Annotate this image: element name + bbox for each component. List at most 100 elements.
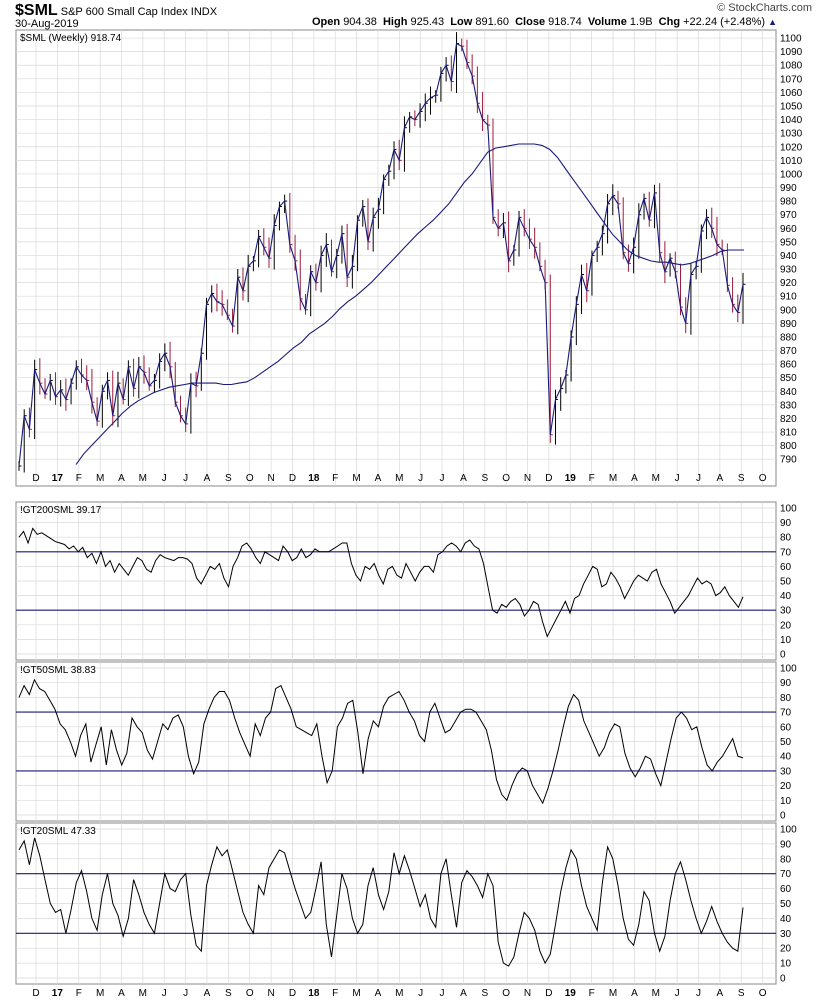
x-tick-label: J: [183, 473, 188, 484]
x-tick-label: F: [332, 988, 338, 999]
y-tick-label: 0: [780, 974, 786, 985]
y-tick-label: 850: [780, 373, 797, 384]
x-tick-label: M: [395, 988, 403, 999]
x-tick-label: F: [76, 473, 82, 484]
y-tick-label: 40: [780, 752, 792, 763]
brand-logo: © StockCharts.com: [717, 2, 812, 14]
x-tick-label: M: [139, 473, 147, 484]
panel-3: 0 10 20 30 40 50 60 70 80 90 100 !GT20SML 47.33: [15, 822, 797, 985]
y-tick-label: 1080: [780, 61, 803, 72]
open-label: Open: [312, 16, 341, 28]
x-tick-label: A: [631, 988, 638, 999]
y-tick-label: 990: [780, 183, 797, 194]
y-tick-label: 70: [780, 708, 792, 719]
panel-1: 0 10 20 30 40 50 60 70 80 90 100 !GT200SML 39.17: [15, 501, 797, 661]
x-tick-label: M: [352, 988, 360, 999]
x-tick-label: O: [759, 473, 767, 484]
x-tick-label: F: [76, 988, 82, 999]
x-tick-label: M: [96, 473, 104, 484]
y-tick-label: 1020: [780, 142, 803, 153]
x-tick-label: J: [440, 473, 445, 484]
y-tick-label: 840: [780, 387, 797, 398]
x-tick-label: N: [524, 988, 531, 999]
indicator-line: [18, 837, 744, 967]
high-value: 925.43: [410, 16, 445, 28]
x-tick-label: D: [32, 988, 39, 999]
exchange: INDX: [190, 6, 218, 18]
y-tick-label: 100: [780, 664, 797, 675]
indicator-line: [18, 527, 744, 638]
x-tick-label: M: [609, 988, 617, 999]
y-tick-label: 970: [780, 210, 797, 221]
header-left: $SML S&P 600 Small Cap Index INDX: [15, 2, 217, 20]
x-tick-label: A: [460, 473, 467, 484]
high-label: High: [382, 16, 408, 28]
bottom-x-axis: D 17 F M A M J J A S O N D 18 F M A M J J A S O N D 19 F M A M J J A S O: [32, 988, 766, 999]
panel-2: 0 10 20 30 40 50 60 70 80 90 100 !GT50SML 38.83: [15, 661, 797, 822]
y-tick-label: 870: [780, 346, 797, 357]
panel-frame: [15, 29, 777, 487]
y-tick-label: 10: [780, 796, 792, 807]
y-tick-label: 10: [780, 959, 792, 970]
x-tick-label: D: [32, 473, 39, 484]
low-value: 891.60: [475, 16, 509, 28]
x-tick-label: M: [139, 988, 147, 999]
x-tick-label: F: [589, 473, 595, 484]
y-tick-label: 90: [780, 678, 792, 689]
x-tick-label: J: [418, 988, 423, 999]
x-tick-label: A: [375, 473, 382, 484]
y-tick-label: 90: [780, 839, 792, 850]
x-tick-label: J: [440, 988, 445, 999]
low-label: Low: [450, 16, 473, 28]
x-tick-label: 19: [565, 473, 577, 484]
y-tick-label: 0: [780, 811, 786, 822]
x-tick-label: M: [652, 988, 660, 999]
y-tick-label: 80: [780, 533, 792, 544]
x-tick-label: M: [609, 473, 617, 484]
x-tick-label: J: [183, 988, 188, 999]
x-tick-label: 17: [52, 988, 64, 999]
y-tick-label: 80: [780, 693, 792, 704]
y-tick-label: 960: [780, 224, 797, 235]
y-tick-label: 20: [780, 781, 792, 792]
y-tick-label: 920: [780, 278, 797, 289]
y-tick-label: 1070: [780, 74, 803, 85]
x-tick-label: D: [545, 988, 552, 999]
y-tick-label: 930: [780, 265, 797, 276]
x-tick-label: A: [118, 988, 125, 999]
panel-0: 790 800 810 820 830 840 850 860 870 880 890 900 910 9…: [15, 29, 803, 487]
symbol: $SML: [15, 2, 58, 19]
y-tick-label: 1050: [780, 102, 803, 113]
x-tick-label: O: [759, 988, 767, 999]
x-tick-label: O: [246, 473, 254, 484]
indicator-line: [18, 678, 744, 805]
x-tick-label: M: [395, 473, 403, 484]
y-tick-label: 1040: [780, 115, 803, 126]
y-tick-label: 900: [780, 305, 797, 316]
x-tick-label: M: [652, 473, 660, 484]
y-tick-label: 1030: [780, 129, 803, 140]
x-tick-label: A: [118, 473, 125, 484]
y-tick-label: 80: [780, 854, 792, 865]
x-tick-label: A: [204, 473, 211, 484]
x-tick-label: S: [225, 988, 232, 999]
y-tick-label: 100: [780, 504, 797, 515]
x-tick-label: A: [717, 473, 724, 484]
x-tick-label: J: [162, 988, 167, 999]
x-tick-label: A: [460, 988, 467, 999]
x-tick-label: S: [738, 473, 745, 484]
x-tick-label: A: [717, 988, 724, 999]
y-tick-label: 820: [780, 414, 797, 425]
x-tick-label: O: [246, 988, 254, 999]
x-tick-label: J: [162, 473, 167, 484]
y-tick-label: 810: [780, 428, 797, 439]
x-tick-label: N: [267, 988, 274, 999]
x-tick-label: S: [481, 988, 488, 999]
y-tick-label: 30: [780, 766, 792, 777]
x-tick-label: A: [375, 988, 382, 999]
y-tick-label: 20: [780, 620, 792, 631]
y-tick-label: 70: [780, 869, 792, 880]
volume-label: Volume: [587, 16, 627, 28]
y-tick-label: 790: [780, 455, 797, 466]
